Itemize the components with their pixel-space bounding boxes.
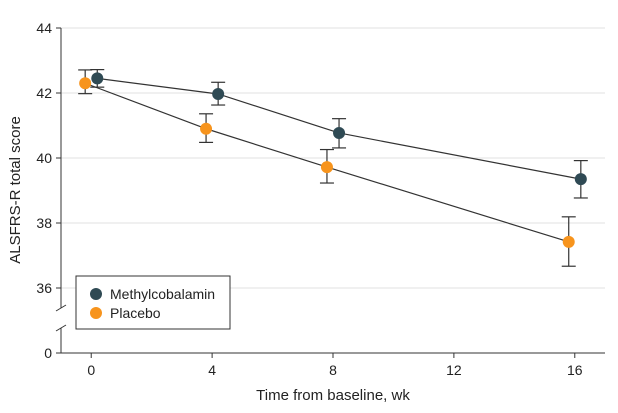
x-axis-ticks: 0 4 8 12 16 bbox=[87, 353, 583, 378]
data-series bbox=[78, 68, 588, 267]
gridlines bbox=[61, 27, 605, 289]
y-tick-label: 36 bbox=[36, 280, 52, 296]
y-axis-ticks: 0 36 38 40 42 44 bbox=[36, 20, 61, 361]
y-tick-label: 44 bbox=[36, 20, 52, 36]
y-tick-label: 40 bbox=[36, 150, 52, 166]
legend-marker-placebo bbox=[90, 307, 102, 319]
data-point bbox=[320, 161, 333, 174]
legend-label-methylcobalamin: Methylcobalamin bbox=[110, 286, 215, 302]
series-line bbox=[84, 82, 569, 243]
legend-label-placebo: Placebo bbox=[110, 305, 161, 321]
axis-break-mark bbox=[55, 324, 67, 332]
data-point bbox=[200, 122, 213, 135]
legend: Methylcobalamin Placebo bbox=[75, 275, 231, 330]
y-tick-label: 0 bbox=[44, 345, 52, 361]
data-point bbox=[333, 126, 346, 139]
data-point bbox=[562, 235, 575, 248]
x-axis-label: Time from baseline, wk bbox=[256, 387, 410, 404]
data-point bbox=[79, 77, 92, 90]
data-point bbox=[212, 87, 225, 100]
series-line bbox=[97, 77, 581, 180]
x-tick-label: 0 bbox=[87, 362, 95, 378]
legend-box bbox=[75, 275, 231, 330]
data-point bbox=[574, 173, 587, 186]
axis-break-mark bbox=[55, 304, 67, 312]
x-tick-label: 12 bbox=[446, 362, 462, 378]
y-axis-label: ALSFRS-R total score bbox=[7, 116, 24, 264]
x-tick-label: 16 bbox=[567, 362, 583, 378]
x-tick-label: 8 bbox=[329, 362, 337, 378]
data-point bbox=[91, 72, 104, 85]
y-tick-label: 38 bbox=[36, 215, 52, 231]
x-tick-label: 4 bbox=[208, 362, 216, 378]
y-tick-label: 42 bbox=[36, 85, 52, 101]
legend-marker-methylcobalamin bbox=[90, 288, 102, 300]
